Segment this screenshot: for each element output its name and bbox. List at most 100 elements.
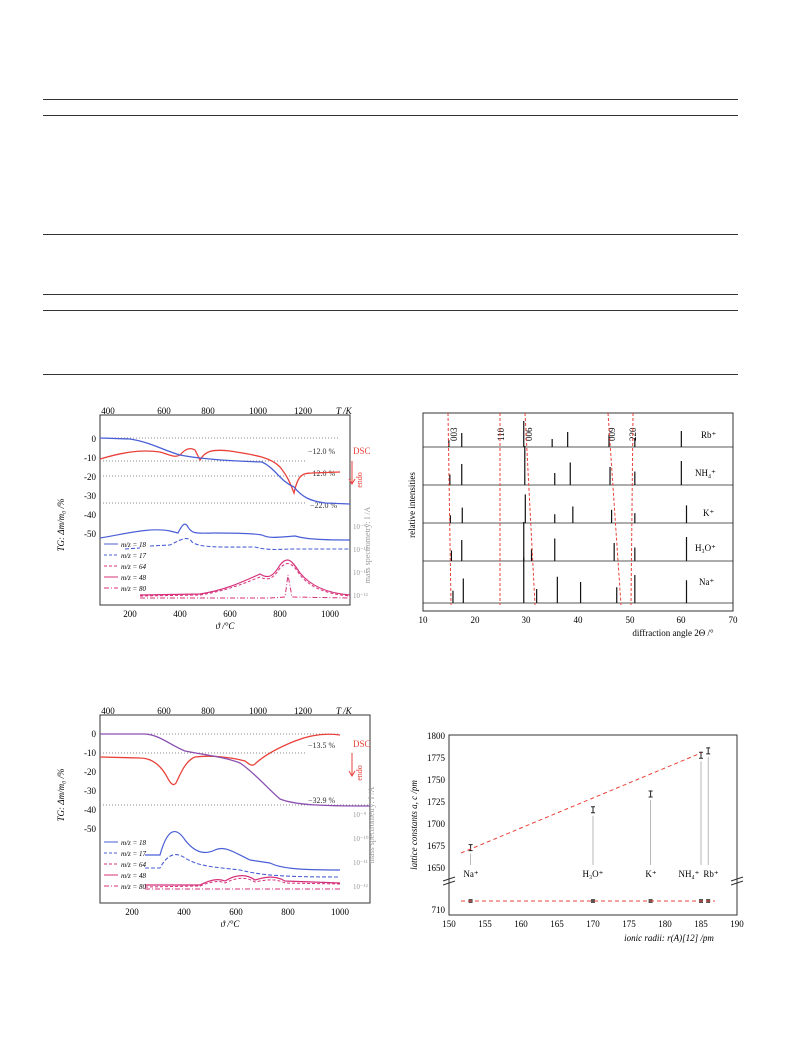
y-tick: -40 <box>84 510 96 520</box>
panel-a-top-ticks: 400 600 800 1000 1200 <box>101 406 312 416</box>
x-tick: 180 <box>658 919 672 929</box>
panel-d-frame <box>448 734 738 916</box>
panel-b-frame <box>422 412 734 612</box>
y-tick: 1775 <box>427 753 446 763</box>
x-tick: 10 <box>419 615 429 625</box>
ion-label: Na⁺ <box>463 869 478 879</box>
c-data-point <box>591 806 595 814</box>
panel-c-bottom-ticks: 200 400 600 800 1000 <box>125 907 349 917</box>
legend-label: m/z = 80 <box>121 883 146 891</box>
panel-a-ms-label: mass spectrometry: I /A <box>363 506 372 583</box>
x-tick: 155 <box>478 919 492 929</box>
panel-b-x-ticks: 10 20 30 40 50 60 70 <box>419 615 739 625</box>
panel-a-reference-lines <box>100 437 340 504</box>
panel-c-annotations: −13.5 % −32.9 % <box>308 741 336 805</box>
legend-label: m/z = 80 <box>121 585 146 593</box>
panel-d-svg: 1800 1775 1750 1725 1700 1675 1650 710 l… <box>409 731 744 943</box>
x-tick: 40 <box>574 615 584 625</box>
y-tick: 0 <box>92 434 97 444</box>
peak-label: 006 <box>524 427 534 441</box>
mass-loss-annotation: −32.9 % <box>308 796 336 805</box>
table-rule-6 <box>43 374 738 375</box>
ion-label: K⁺ <box>645 869 656 879</box>
panel-a-chart: 400 600 800 1000 1200 T /K 200 400 600 8… <box>40 405 380 675</box>
panel-a-annotations: −12.0 % −12.0 % −22.0 % <box>308 447 338 510</box>
panel-a-ylabel: TG: Δm/m₀ /% <box>56 499 66 552</box>
x-tick: 30 <box>522 615 532 625</box>
x-tick: 170 <box>586 919 600 929</box>
y-tick: 1650 <box>427 863 446 873</box>
endo-arrow-icon <box>348 461 356 485</box>
ms-tick: 10⁻¹¹ <box>353 859 368 867</box>
y-tick: 1725 <box>427 797 446 807</box>
bottom-tick: 1000 <box>321 609 340 619</box>
ms-tick: 10⁻⁹ <box>353 811 367 819</box>
table-rule-2 <box>43 115 738 116</box>
endo-arrow-icon <box>348 753 356 777</box>
ms-curve-m48 <box>145 875 341 886</box>
x-tick: 70 <box>729 615 739 625</box>
dsc-label: DSC <box>353 446 371 456</box>
panel-c-dsc-curve <box>99 733 341 786</box>
legend-label: m/z = 48 <box>121 872 146 880</box>
top-tick: 1200 <box>294 706 313 716</box>
bottom-tick: 800 <box>281 907 295 917</box>
x-tick: 20 <box>471 615 481 625</box>
panel-c-ms-label: mass spectrometry: I /A <box>367 786 376 863</box>
panel-a-bottom-ticks: 200 400 600 800 1000 <box>123 609 339 619</box>
pattern-label: K⁺ <box>703 508 714 518</box>
axis-break-mark <box>730 876 744 882</box>
ms-curve-m17 <box>124 538 350 551</box>
table-rule-4 <box>43 294 738 295</box>
panel-a-ms-ticks: 10⁻⁹ 10⁻¹⁰ 10⁻¹¹ 10⁻¹² <box>353 523 369 600</box>
guide-line <box>630 412 634 606</box>
ion-label: NH₄⁺ <box>679 869 700 879</box>
y-tick: -50 <box>84 529 96 539</box>
panel-a-y-ticks: 0 -10 -20 -30 -40 -50 <box>84 434 97 539</box>
panel-b-ylabel: relative intensities <box>407 472 417 538</box>
panel-c-y-ticks: 0 -10 -20 -30 -40 -50 <box>84 729 97 834</box>
y-tick: 1750 <box>427 775 446 785</box>
c-data-point <box>468 844 473 852</box>
bottom-tick: 200 <box>125 907 139 917</box>
panel-a-dsc-curve <box>99 448 341 496</box>
bottom-tick: 1000 <box>331 907 350 917</box>
peak-label: 009 <box>607 427 617 441</box>
ms-tick: 10⁻⁹ <box>353 523 367 531</box>
ms-tick: 10⁻¹⁰ <box>353 546 369 554</box>
ion-label: H₃O⁺ <box>583 869 604 879</box>
ms-tick: 10⁻¹² <box>353 883 368 891</box>
panel-a-frame <box>99 414 351 606</box>
panel-a-xlabel: ϑ /°C <box>216 621 236 631</box>
y-tick: 0 <box>92 729 97 739</box>
y-tick: 1700 <box>427 819 446 829</box>
y-tick: 710 <box>432 905 446 915</box>
axis-break-mark <box>442 880 456 886</box>
panel-c-tg-curve <box>100 733 371 807</box>
top-tick: 400 <box>101 706 115 716</box>
x-tick: 175 <box>622 919 636 929</box>
x-tick: 50 <box>626 615 636 625</box>
mass-loss-annotation: −22.0 % <box>310 501 338 510</box>
pattern-label: NH₄⁺ <box>695 468 716 478</box>
ms-tick: 10⁻¹⁰ <box>353 835 369 843</box>
bottom-tick: 400 <box>177 907 191 917</box>
panel-d-chart: 1800 1775 1750 1725 1700 1675 1650 710 l… <box>405 725 750 965</box>
mass-loss-annotation: −12.0 % <box>308 469 336 478</box>
panel-d-x-ticks: 150 155 160 165 170 175 180 185 190 <box>442 919 744 929</box>
top-tick: 1000 <box>249 706 268 716</box>
panel-a-svg: 400 600 800 1000 1200 T /K 200 400 600 8… <box>56 406 372 631</box>
guide-line <box>447 412 452 606</box>
y-tick: 1675 <box>427 841 446 851</box>
top-tick: 600 <box>157 406 171 416</box>
panel-d-ylabel: lattice constants a, c /pm <box>409 780 419 870</box>
y-tick: -30 <box>84 491 96 501</box>
xrd-patterns <box>423 421 733 604</box>
pattern-label: Rb⁺ <box>701 430 717 440</box>
ms-curve-m64 <box>144 877 341 888</box>
legend-label: m/z = 64 <box>121 861 146 869</box>
top-tick: 800 <box>201 406 215 416</box>
x-tick: 60 <box>677 615 687 625</box>
dsc-label: DSC <box>353 739 371 749</box>
panel-b-pattern-labels: Rb⁺ NH₄⁺ K⁺ H₃O⁺ Na⁺ <box>695 430 717 587</box>
